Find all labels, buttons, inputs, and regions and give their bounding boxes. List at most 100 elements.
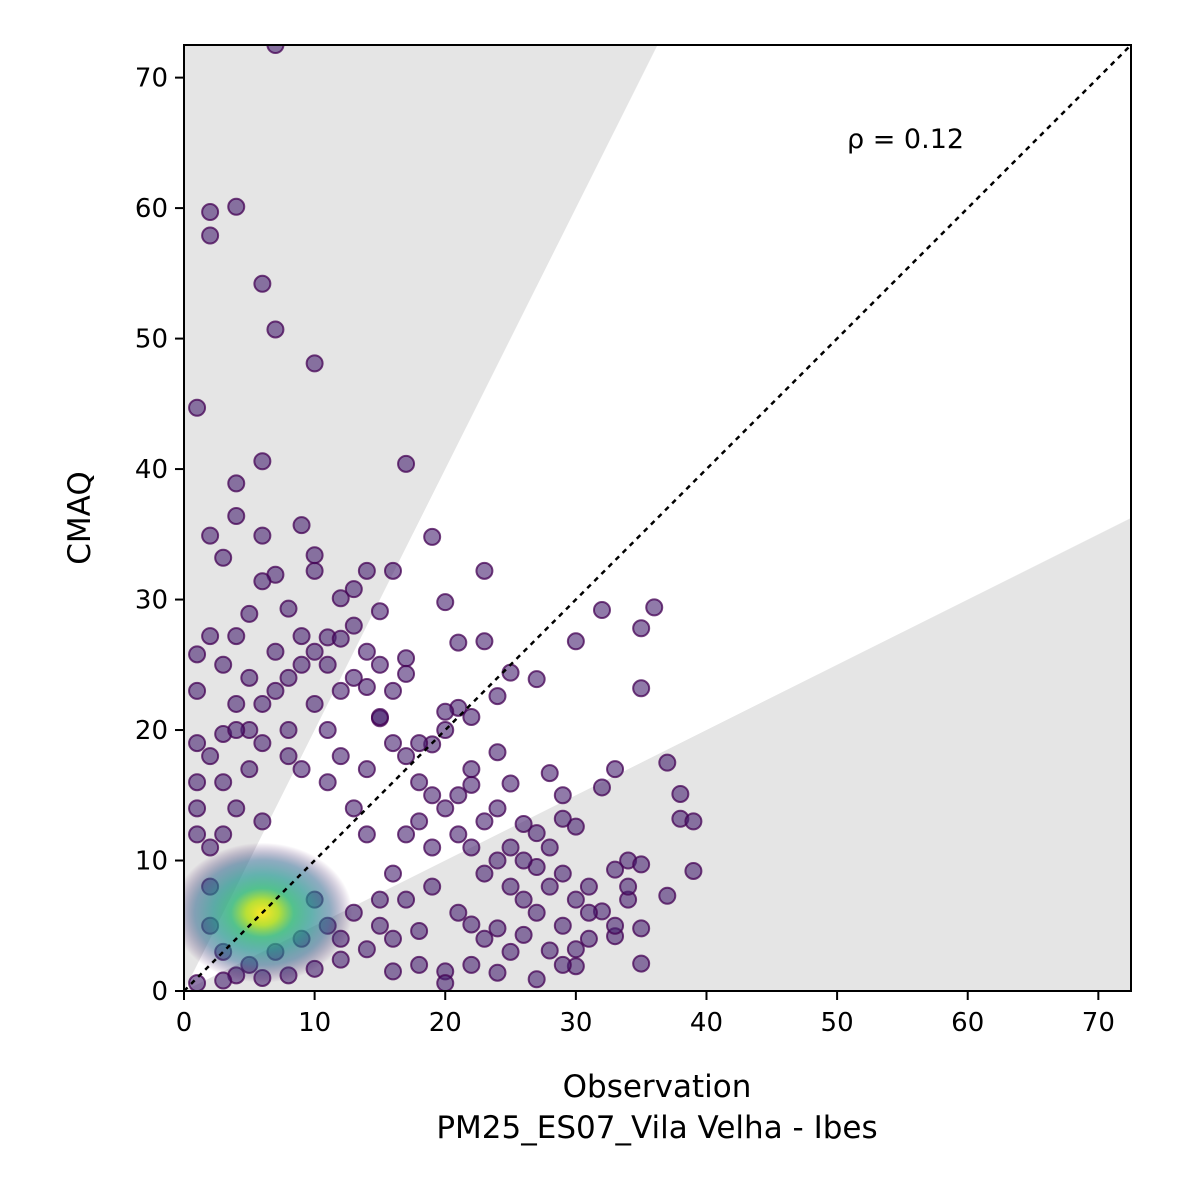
scatter-point <box>305 354 324 373</box>
scatter-point <box>370 707 389 726</box>
scatter-point <box>188 773 207 792</box>
scatter-point <box>540 764 559 783</box>
scatter-point <box>449 633 468 652</box>
scatter-point <box>227 627 246 646</box>
scatter-point <box>318 773 337 792</box>
scatter-point <box>436 974 455 991</box>
scatter-point <box>449 825 468 844</box>
scatter-point <box>331 950 350 969</box>
scatter-point <box>188 825 207 844</box>
scatter-point <box>632 679 651 698</box>
scatter-point <box>410 955 429 974</box>
scatter-point <box>188 734 207 753</box>
scatter-point <box>240 668 259 687</box>
scatter-point <box>370 602 389 621</box>
scatter-point <box>266 681 285 700</box>
scatter-point <box>462 760 481 779</box>
scatter-point <box>488 687 507 706</box>
scatter-point <box>357 940 376 959</box>
scatter-point <box>501 838 520 857</box>
scatter-point <box>527 970 546 989</box>
scatter-point <box>475 632 494 651</box>
scatter-point <box>305 561 324 580</box>
scatter-point <box>253 452 272 471</box>
scatter-point <box>383 734 402 753</box>
scatter-point <box>279 721 298 740</box>
y-tick-label: 10 <box>135 847 168 877</box>
scatter-point <box>658 753 677 772</box>
scatter-point <box>436 593 455 612</box>
scatter-point <box>201 838 220 857</box>
scatter-point <box>449 903 468 922</box>
scatter-point <box>592 600 611 619</box>
scatter-point <box>410 734 429 753</box>
scatter-point <box>527 903 546 922</box>
scatter-point <box>370 655 389 674</box>
scatter-point <box>619 877 638 896</box>
scatter-point <box>292 516 311 535</box>
scatter-point <box>606 916 625 935</box>
scatter-point <box>566 817 585 836</box>
scatter-point <box>514 851 533 870</box>
scatter-point <box>397 747 416 766</box>
scatter-point <box>488 743 507 762</box>
scatter-point <box>462 707 481 726</box>
x-tick-label: 70 <box>1082 1008 1115 1038</box>
scatter-point <box>253 734 272 753</box>
y-tick-label: 50 <box>135 325 168 355</box>
scatter-point <box>579 877 598 896</box>
scatter-point <box>188 645 207 664</box>
scatter-point <box>423 786 442 805</box>
scatter-point <box>344 799 363 818</box>
scatter-point <box>188 398 207 417</box>
scatter-point <box>501 774 520 793</box>
scatter-point <box>227 799 246 818</box>
scatter-point <box>436 702 455 721</box>
factor-band-upper <box>184 45 658 991</box>
scatter-point <box>331 629 350 648</box>
x-tick-label: 60 <box>951 1008 984 1038</box>
x-tick-label: 0 <box>176 1008 193 1038</box>
scatter-point <box>292 627 311 646</box>
scatter-point <box>279 668 298 687</box>
scatter-point <box>383 962 402 981</box>
scatter-point <box>227 721 246 740</box>
scatter-point <box>397 454 416 473</box>
factor-band-lower <box>184 518 1131 991</box>
scatter-point <box>553 786 572 805</box>
scatter-point <box>632 919 651 938</box>
scatter-point <box>475 864 494 883</box>
scatter-point <box>397 890 416 909</box>
scatter-point <box>462 838 481 857</box>
scatter-points <box>188 45 703 991</box>
y-tick-label: 60 <box>135 194 168 224</box>
scatter-point <box>253 274 272 293</box>
scatter-point <box>370 890 389 909</box>
scatter-point <box>331 747 350 766</box>
scatter-point <box>540 838 559 857</box>
scatter-point <box>397 825 416 844</box>
scatter-point <box>240 604 259 623</box>
scatter-point <box>488 851 507 870</box>
scatter-point <box>383 561 402 580</box>
x-tick-label: 20 <box>429 1008 462 1038</box>
scatter-point <box>253 526 272 545</box>
scatter-point <box>227 507 246 526</box>
scatter-point <box>579 929 598 948</box>
scatter-point <box>370 916 389 935</box>
scatter-point <box>253 572 272 591</box>
scatter-point <box>410 921 429 940</box>
scatter-point <box>227 474 246 493</box>
scatter-point <box>423 527 442 546</box>
scatter-point <box>592 778 611 797</box>
scatter-point <box>344 616 363 635</box>
y-tick-label: 20 <box>135 716 168 746</box>
scatter-point <box>214 655 233 674</box>
scatter-point <box>357 642 376 661</box>
scatter-point <box>331 681 350 700</box>
scatter-point <box>201 627 220 646</box>
x-tick-label: 50 <box>821 1008 854 1038</box>
scatter-point <box>606 860 625 879</box>
scatter-point <box>344 580 363 599</box>
scatter-point <box>292 655 311 674</box>
